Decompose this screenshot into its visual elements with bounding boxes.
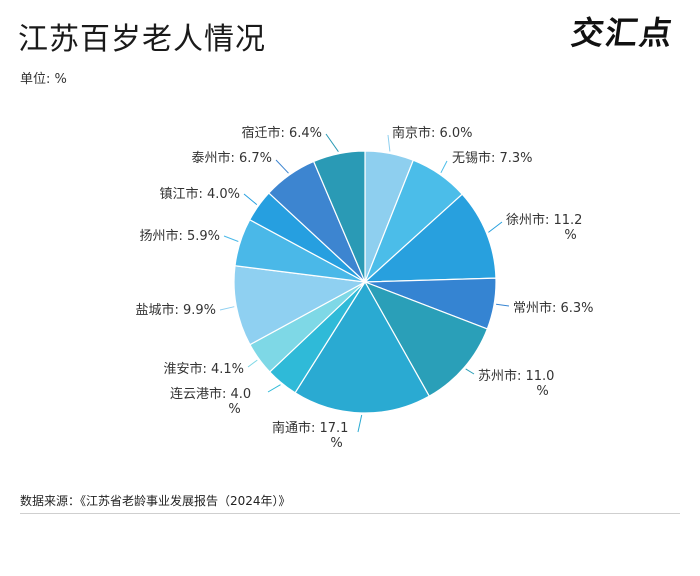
leader-line [275,159,289,174]
slice-label: 淮安市: 4.1% [163,361,244,377]
leader-line [223,235,239,242]
slice-label: % [228,402,240,417]
leader-line [465,368,475,375]
slice-label: 苏州市: 11.0 [478,368,554,384]
slice-label: 南京市: 6.0% [392,125,473,141]
footer-divider [20,513,680,514]
data-source-note: 数据来源：《江苏省老龄事业发展报告（2024年）》 [20,494,291,508]
slice-label: 扬州市: 5.9% [139,228,220,244]
chart-title: 江苏百岁老人情况 [18,22,266,57]
slice-label: 镇江市: 4.0% [159,186,240,202]
leader-line [440,160,448,174]
leader-line [488,221,503,233]
slice-label: 连云港市: 4.0 [170,386,251,402]
slice-label: 南通市: 17.1 [272,420,348,436]
slice-label: 宿迁市: 6.4% [241,125,322,141]
slice-label: % [330,436,342,451]
leader-line [387,134,391,152]
leader-line [496,303,510,307]
leader-line [243,193,258,205]
slice-label: 泰州市: 6.7% [191,150,272,166]
slice-label: 盐城市: 9.9% [135,302,216,318]
leader-line [247,359,258,368]
leader-line [357,414,363,433]
unit-label: 单位: % [20,72,67,87]
leader-line [267,384,281,393]
pie-slice [233,265,367,346]
pie-slice [363,193,497,283]
slice-label: % [536,384,548,399]
pie-slice [312,150,366,283]
leader-line [219,306,235,311]
pie-slice [294,280,431,414]
slice-label: 徐州市: 11.2 [506,212,582,228]
slice-label: 常州市: 6.3% [513,300,594,316]
slice-label: 无锡市: 7.3% [452,150,533,166]
leader-line [325,133,339,152]
slice-label: % [564,228,576,243]
pie-slice [363,280,489,397]
